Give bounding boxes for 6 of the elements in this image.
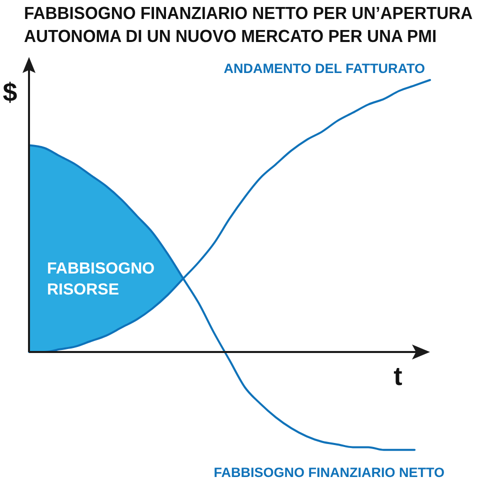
chart-title: FABBISOGNO FINANZIARIO NETTO PER UN’APERTURA AUTONOMA DI UN NUOVO MERCATO PER UNA PMI: [24, 4, 473, 46]
text: FABBISOGNO FINANZIARIO NETTO: [214, 464, 445, 480]
series-label: ANDAMENTO DEL FATTURATO: [224, 61, 425, 76]
y-axis-title: $: [2, 77, 18, 107]
x-axis-title: t: [394, 361, 403, 391]
annotation: FABBISOGNO RISORSE: [47, 260, 155, 298]
